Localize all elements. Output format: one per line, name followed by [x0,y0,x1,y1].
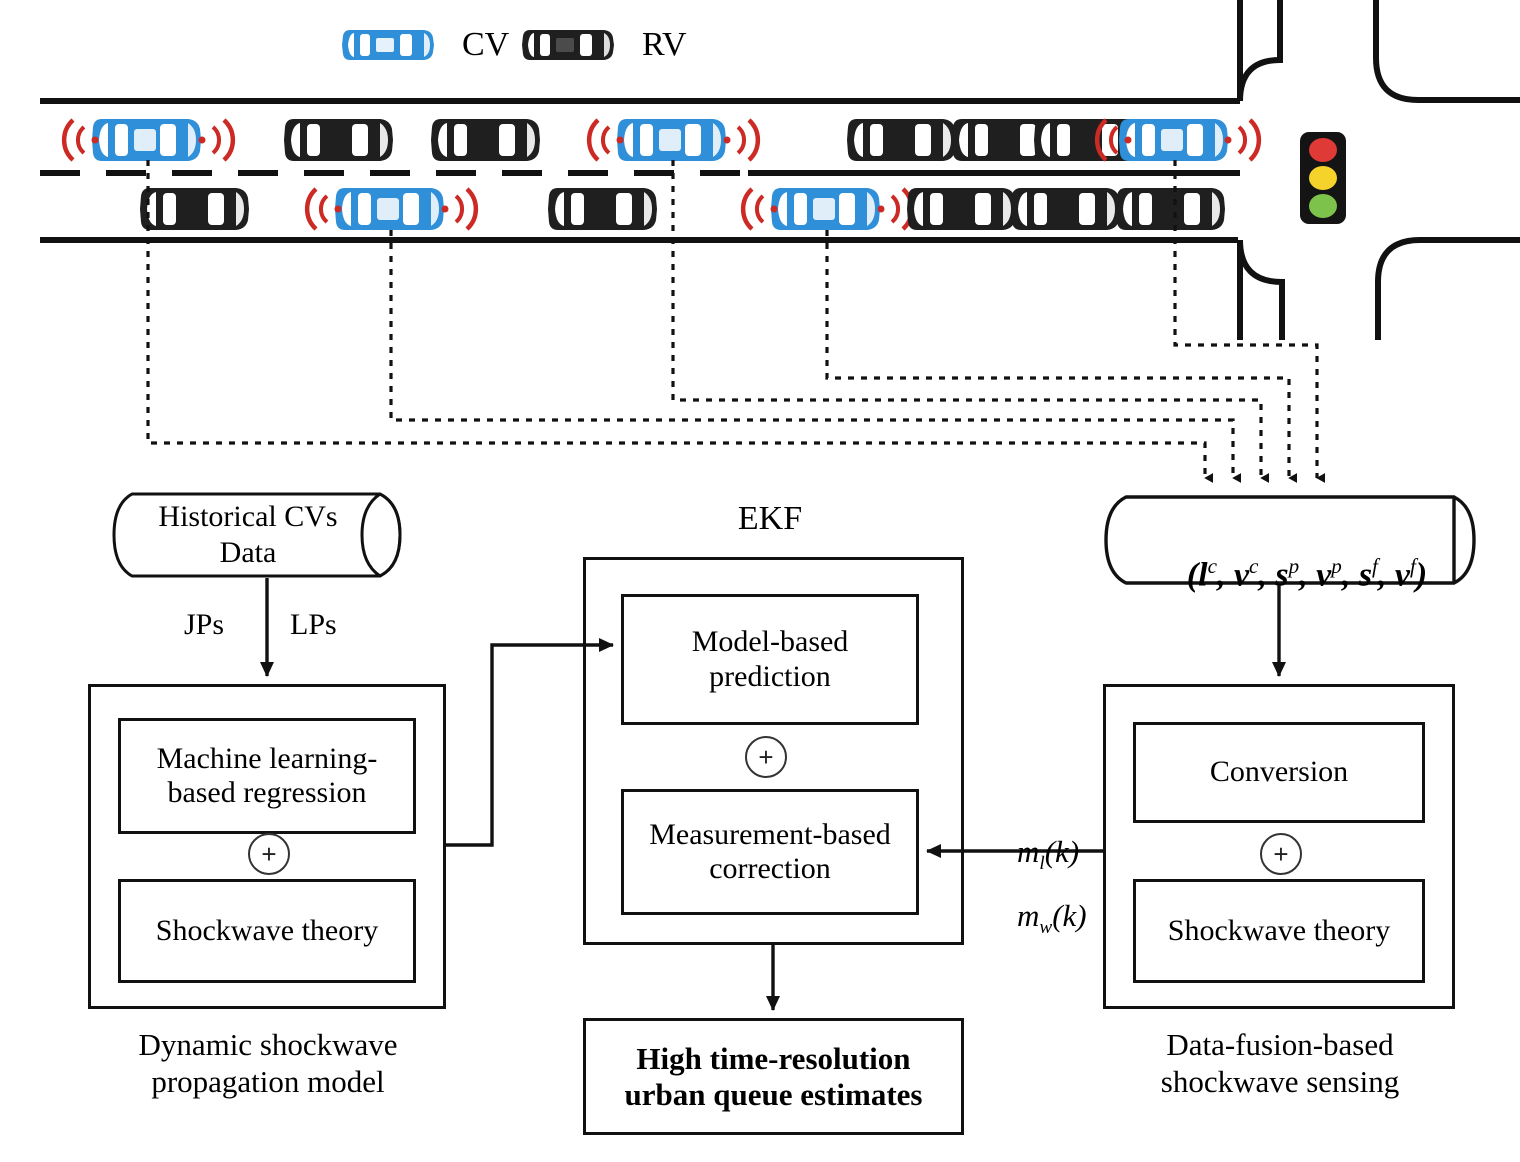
left-caption-line2: propagation model [151,1064,385,1100]
model-prediction-line2: prediction [709,659,831,693]
traffic-light [1300,132,1346,224]
data-tuple-shape [1104,495,1476,585]
output-line2: urban queue estimates [624,1076,923,1112]
combiner-plus-middle: + [745,736,787,778]
right-caption-line1: Data-fusion-based [1166,1027,1394,1062]
measurement-label-mw: mw(k) [1017,898,1087,939]
traffic-light-red [1309,138,1337,162]
combiner-plus-right: + [1260,833,1302,875]
ekf-title: EKF [737,500,803,537]
model-based-prediction-box: Model-based prediction [621,594,919,725]
legend-rv: RV [520,22,687,68]
conversion-box: Conversion [1133,722,1425,823]
legend-cv: CV [340,22,509,68]
historical-data-label-line2: Data [219,536,277,569]
left-branch-caption: Dynamic shockwave propagation model [68,1026,468,1100]
conversion-label: Conversion [1209,755,1349,789]
car-icon [522,30,614,60]
measurement-correction-line2: correction [709,852,831,885]
measurement-label-ml: ml(k) [1017,834,1080,875]
output-line1: High time-resolution [636,1040,911,1076]
traffic-light-green [1309,194,1337,218]
shockwave-theory-right-label: Shockwave theory [1167,913,1391,947]
output-queue-estimates-box: High time-resolution urban queue estimat… [583,1018,964,1135]
right-branch-caption: Data-fusion-based shockwave sensing [1085,1026,1475,1100]
model-prediction-line1: Model-based [691,625,849,658]
ml-regression-line2: based regression [167,776,367,809]
right-caption-line2: shockwave sensing [1160,1064,1400,1100]
traffic-light-yellow [1309,166,1337,190]
data-tuple-label: (lc, vc, sp, vp, sf, vf) [1186,554,1428,594]
ml-regression-line1: Machine learning- [156,741,378,775]
measurement-correction-box: Measurement-based correction [621,789,919,915]
edge-label-lps: LPs [290,608,337,641]
left-caption-line1: Dynamic shockwave [138,1027,398,1062]
historical-data-cylinder [112,492,402,578]
ml-regression-box: Machine learning- based regression [118,718,416,834]
legend-cv-label: CV [462,26,510,63]
measurement-correction-line1: Measurement-based [649,817,891,851]
shockwave-theory-box-right: Shockwave theory [1133,879,1425,983]
shockwave-theory-box-left: Shockwave theory [118,879,416,983]
historical-data-label-line1: Historical CVs [158,500,338,533]
combiner-plus-left: + [248,833,290,875]
shockwave-theory-left-label: Shockwave theory [155,913,379,947]
legend-rv-label: RV [642,26,687,63]
edge-label-jps: JPs [184,608,225,641]
car-icon [342,30,434,60]
